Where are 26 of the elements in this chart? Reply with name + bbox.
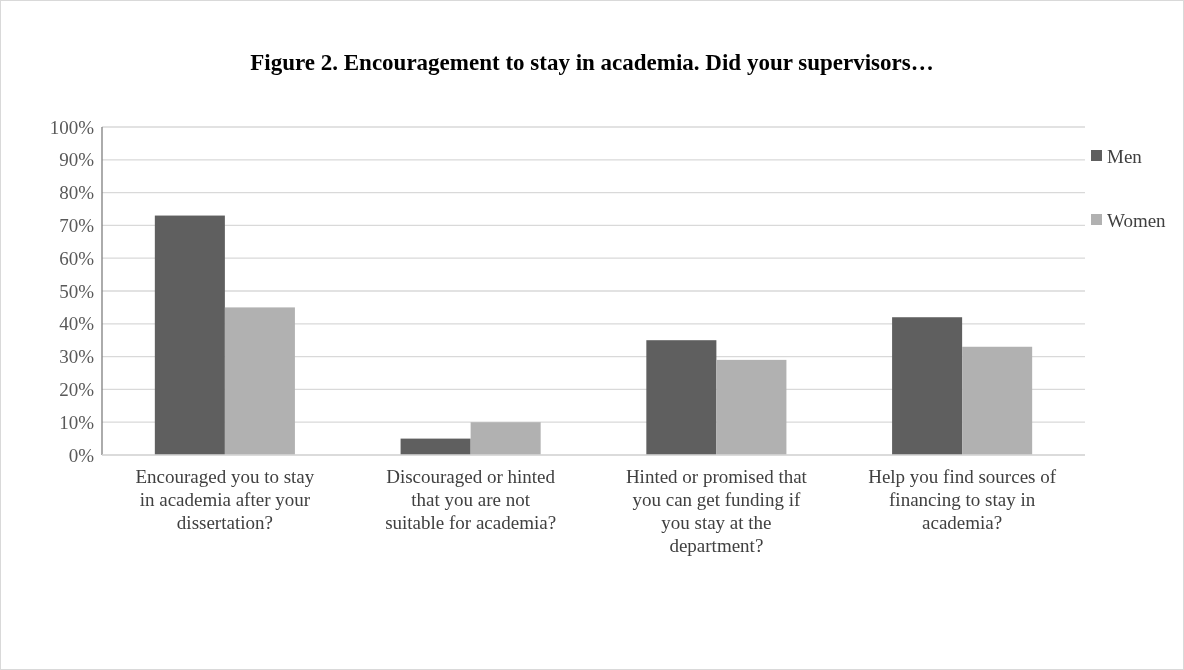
bar <box>154 215 225 455</box>
y-tick-label: 10% <box>59 411 95 433</box>
y-tick-label: 40% <box>59 313 95 335</box>
x-tick-label: Discouraged or hinted that you are not suitable for academia? <box>385 466 557 533</box>
bar <box>962 346 1033 455</box>
bar <box>470 422 541 455</box>
bar <box>892 317 963 455</box>
y-tick-label: 0% <box>68 444 95 466</box>
chart-title: Figure 2. Encouragement to stay in academia. Did your supervisors… <box>250 50 934 75</box>
y-tick-label: 70% <box>59 215 95 237</box>
x-tick-label: Encouraged you to stay in academia after your dissertation? <box>135 466 315 533</box>
y-tick-label: 60% <box>59 247 95 269</box>
y-tick-label: 80% <box>59 182 95 204</box>
bar <box>716 359 787 455</box>
y-tick-label: 50% <box>59 280 95 302</box>
bar <box>224 307 295 455</box>
y-tick-label: 30% <box>59 346 95 368</box>
legend-label: Women <box>1107 209 1167 231</box>
y-tick-label: 20% <box>59 379 95 401</box>
y-tick-label: 90% <box>59 149 95 171</box>
bar <box>400 438 471 455</box>
legend-label: Men <box>1107 145 1143 167</box>
x-tick-label: Hinted or promised that you can get funding if you stay at the department? <box>625 466 808 556</box>
bar <box>646 340 717 455</box>
x-tick-label: Help you find sources of financing to stay in academia? <box>868 466 1057 533</box>
y-tick-label: 100% <box>49 116 95 138</box>
